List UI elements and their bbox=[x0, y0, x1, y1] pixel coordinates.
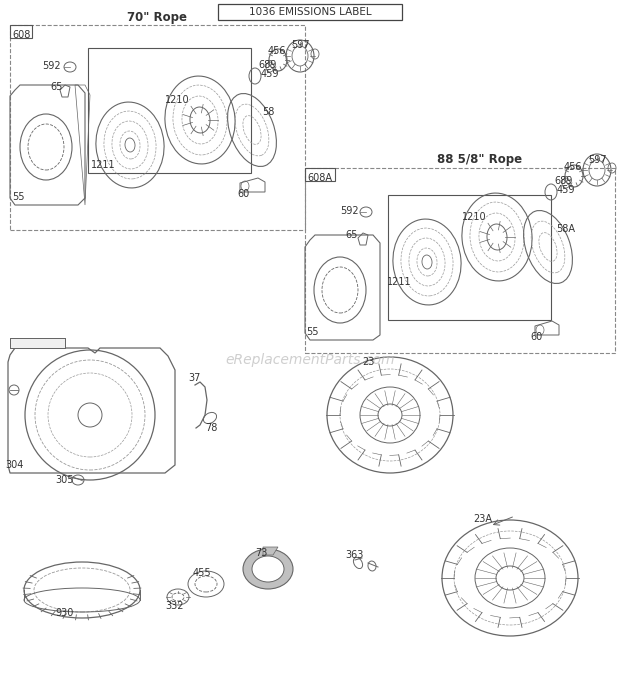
Text: 70" Rope: 70" Rope bbox=[127, 10, 187, 24]
Text: 55: 55 bbox=[306, 327, 319, 337]
Text: 65: 65 bbox=[345, 230, 357, 240]
Text: 1211: 1211 bbox=[91, 160, 115, 170]
Text: 73: 73 bbox=[255, 548, 267, 558]
Ellipse shape bbox=[243, 549, 293, 589]
Text: 58: 58 bbox=[262, 107, 275, 117]
Bar bbox=[305, 168, 335, 181]
Text: 608: 608 bbox=[12, 30, 30, 40]
Text: 608A: 608A bbox=[307, 173, 332, 183]
Text: 689: 689 bbox=[554, 176, 572, 186]
Text: 65: 65 bbox=[50, 82, 63, 92]
Text: 592: 592 bbox=[340, 206, 358, 216]
Text: 37: 37 bbox=[188, 373, 200, 383]
Polygon shape bbox=[10, 338, 65, 348]
Bar bbox=[88, 48, 251, 173]
Text: 60: 60 bbox=[237, 189, 249, 199]
Text: 88 5/8" Rope: 88 5/8" Rope bbox=[438, 154, 523, 166]
Bar bbox=[10, 25, 32, 38]
Text: 23: 23 bbox=[362, 357, 374, 367]
Text: 78: 78 bbox=[205, 423, 218, 433]
Text: 1211: 1211 bbox=[387, 277, 412, 287]
Ellipse shape bbox=[252, 556, 284, 582]
Text: 304: 304 bbox=[5, 460, 24, 470]
Text: 592: 592 bbox=[42, 61, 61, 71]
Text: 60: 60 bbox=[530, 332, 542, 342]
Text: 305: 305 bbox=[55, 475, 74, 485]
Text: 689: 689 bbox=[258, 60, 277, 70]
Text: eReplacementParts.com: eReplacementParts.com bbox=[225, 353, 395, 367]
Bar bbox=[305, 168, 615, 353]
Text: 597: 597 bbox=[588, 155, 606, 165]
Text: 456: 456 bbox=[564, 162, 583, 172]
Text: 1036 EMISSIONS LABEL: 1036 EMISSIONS LABEL bbox=[249, 7, 371, 17]
Bar bbox=[10, 25, 305, 230]
Text: 597: 597 bbox=[291, 40, 309, 50]
Text: 55: 55 bbox=[12, 192, 25, 202]
Text: 363: 363 bbox=[345, 550, 363, 560]
Text: 930: 930 bbox=[55, 608, 73, 618]
Text: 1210: 1210 bbox=[462, 212, 487, 222]
Text: 456: 456 bbox=[268, 46, 286, 56]
Text: 455: 455 bbox=[193, 568, 211, 578]
Polygon shape bbox=[263, 547, 278, 555]
Text: 58A: 58A bbox=[556, 224, 575, 234]
Text: 1210: 1210 bbox=[165, 95, 190, 105]
Bar bbox=[388, 195, 551, 320]
Text: 23A: 23A bbox=[473, 514, 492, 524]
Bar bbox=[218, 4, 402, 20]
Text: 459: 459 bbox=[557, 185, 575, 195]
Text: 459: 459 bbox=[261, 69, 280, 79]
Text: 332: 332 bbox=[165, 601, 184, 611]
